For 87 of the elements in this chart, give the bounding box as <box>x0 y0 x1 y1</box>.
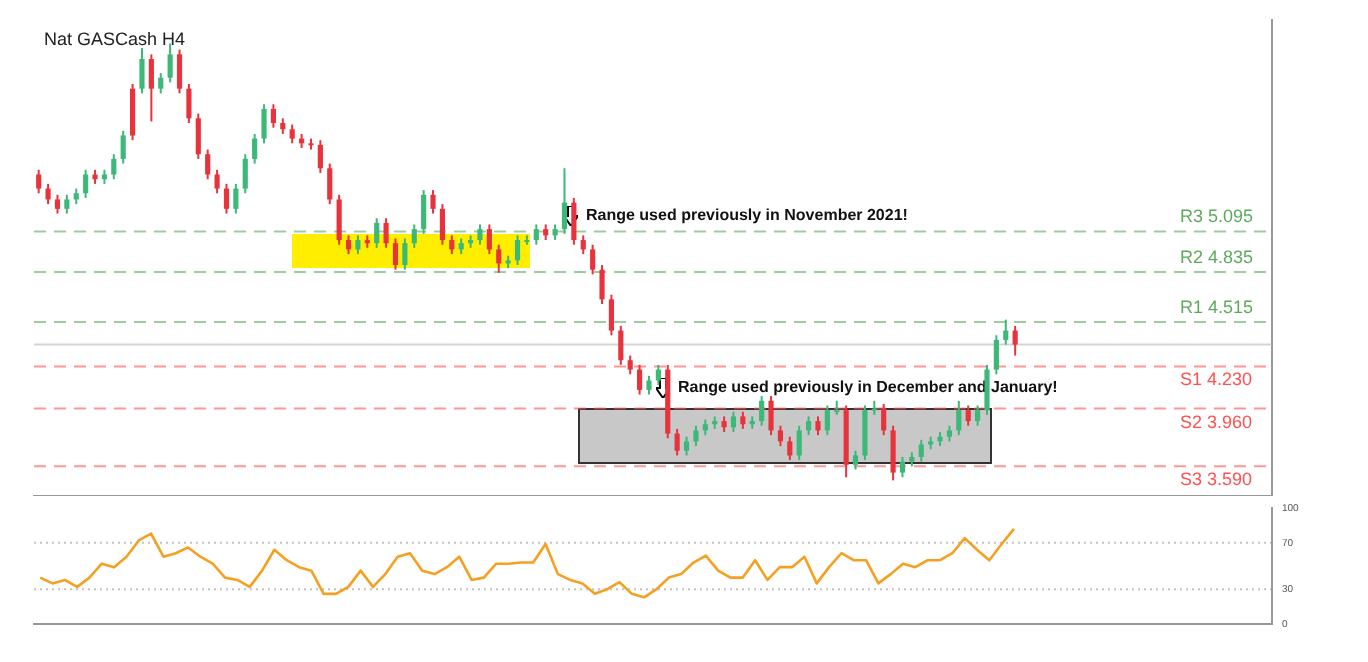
candlestick <box>167 42 173 84</box>
candlestick <box>590 243 596 276</box>
candlestick <box>514 234 521 267</box>
candlestick <box>158 72 164 95</box>
candlestick <box>130 82 136 142</box>
candlestick <box>777 424 784 448</box>
candlestick <box>918 438 924 463</box>
candlestick <box>975 404 981 427</box>
candlestick <box>223 182 230 215</box>
candlestick <box>36 168 42 195</box>
candlestick <box>561 167 568 235</box>
candlestick <box>449 234 455 256</box>
candlestick <box>618 324 624 366</box>
candlestick <box>252 132 258 165</box>
candlestick <box>83 168 89 199</box>
candlestick <box>608 293 615 337</box>
candlestick <box>421 189 427 235</box>
candlestick <box>852 449 859 471</box>
candlestick <box>627 354 633 376</box>
candlestick <box>120 129 126 165</box>
ref-line-label: S2 3.960 <box>1180 411 1253 432</box>
candlestick <box>270 103 276 129</box>
candlestick <box>683 435 690 457</box>
candlestick <box>205 148 211 181</box>
candlestick <box>402 237 408 271</box>
annotation: Range used previously in November 2021! <box>586 206 908 225</box>
candlestick <box>64 193 70 215</box>
candlestick <box>327 162 333 206</box>
candlestick <box>1003 318 1009 346</box>
candlestick <box>580 234 586 256</box>
candlestick <box>186 82 192 124</box>
candlestick <box>392 237 399 271</box>
candlestick <box>477 223 483 246</box>
candlestick <box>646 374 652 396</box>
candlestick <box>768 395 774 437</box>
candlestick <box>730 410 737 434</box>
candlestick <box>242 153 248 195</box>
candlestick <box>571 196 577 246</box>
annotation: Range used previously in December and January! <box>678 378 1058 397</box>
candlestick <box>345 234 352 256</box>
ref-line-label: R3 5.095 <box>1180 206 1254 227</box>
candlestick <box>533 223 539 246</box>
candlestick <box>899 455 906 479</box>
candlestick <box>1012 324 1018 357</box>
candlestick <box>336 193 342 246</box>
candlestick <box>383 217 389 249</box>
ref-line-label: S1 4.230 <box>1180 369 1253 390</box>
candlestick <box>176 48 183 95</box>
candlestick <box>993 334 999 376</box>
candlestick <box>139 47 145 95</box>
candlestick <box>148 53 154 123</box>
candlestick <box>195 112 201 160</box>
candlestick <box>815 415 821 437</box>
candlestick <box>289 123 295 145</box>
candlestick <box>984 363 990 416</box>
candlestick <box>233 182 239 215</box>
ref-line-label: R2 4.835 <box>1180 247 1254 268</box>
text: Nat GASCash H4 <box>44 28 186 49</box>
candlestick <box>496 243 502 274</box>
candlestick <box>439 203 445 246</box>
candlestick <box>637 363 643 396</box>
candlestick <box>824 404 830 437</box>
candlestick <box>693 424 699 448</box>
candlestick <box>374 217 380 249</box>
ref-line-label: R1 4.515 <box>1180 296 1254 317</box>
candlestick <box>411 223 417 249</box>
candlestick <box>54 193 61 215</box>
candlestick <box>655 363 661 387</box>
candlestick <box>881 402 887 437</box>
candlestick <box>806 415 812 437</box>
candlestick <box>214 168 220 195</box>
candlestick <box>317 139 323 174</box>
candlestick <box>890 424 896 482</box>
candlestick <box>787 435 793 462</box>
candlestick <box>965 404 971 427</box>
candlestick <box>796 424 802 462</box>
candlestick <box>486 223 492 256</box>
candlestick <box>111 153 117 181</box>
candlestick <box>759 395 765 427</box>
candlestick <box>355 234 361 256</box>
candlestick <box>862 404 868 462</box>
candlestick <box>430 189 436 215</box>
candlestick <box>261 103 267 145</box>
candlestick <box>599 264 605 306</box>
candlestick <box>956 399 962 437</box>
ref-line-label: S3 3.590 <box>1180 469 1253 490</box>
candlestick <box>674 427 680 457</box>
